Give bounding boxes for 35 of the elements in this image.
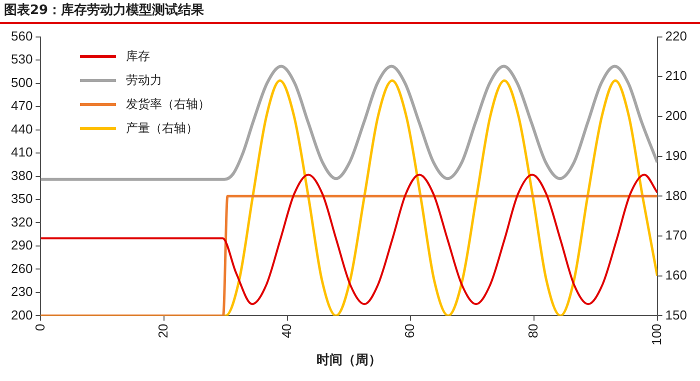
legend-label: 库存 [126, 48, 150, 64]
legend-label: 产量（右轴） [126, 120, 198, 136]
y-tick-label: 230 [10, 284, 33, 300]
y-tick-label: 500 [10, 74, 33, 90]
x-tick-label: 40 [278, 324, 294, 338]
y-tick-label: 260 [10, 260, 33, 276]
y-tick-label: 440 [10, 121, 33, 136]
x-tick-label: 0 [32, 324, 48, 331]
y2-tick-label: 220 [665, 28, 688, 44]
y2-tick-label: 160 [665, 267, 688, 282]
y-tick-label: 380 [10, 168, 33, 183]
x-tick-label: 80 [526, 324, 541, 338]
y2-tick-label: 210 [665, 68, 688, 84]
y-tick-label: 320 [10, 214, 33, 230]
y-tick-label: 350 [10, 191, 33, 206]
y2-tick-label: 190 [665, 148, 688, 163]
line-series [40, 64, 658, 181]
y2-tick-label: 150 [665, 307, 688, 322]
x-tick-label: 60 [402, 324, 418, 338]
y-tick-label: 410 [10, 144, 33, 160]
y-tick-label: 530 [10, 52, 33, 67]
y2-tick-label: 180 [665, 188, 688, 203]
line-series [40, 174, 658, 306]
x-axis-title: 时间（周） [316, 352, 382, 367]
x-tick-label: 20 [156, 324, 171, 338]
legend-label: 发货率（右轴） [126, 96, 210, 112]
y-tick-label: 290 [10, 238, 33, 253]
y2-tick-label: 170 [665, 228, 688, 243]
y-tick-label: 470 [10, 98, 33, 114]
legend-label: 劳动力 [126, 72, 162, 88]
y2-tick-label: 200 [665, 108, 688, 124]
y-tick-label: 200 [10, 307, 33, 322]
chart-title: 图表29：库存劳动力模型测试结果 [0, 0, 700, 24]
y-tick-label: 560 [10, 28, 33, 44]
x-tick-label: 100 [648, 324, 664, 346]
